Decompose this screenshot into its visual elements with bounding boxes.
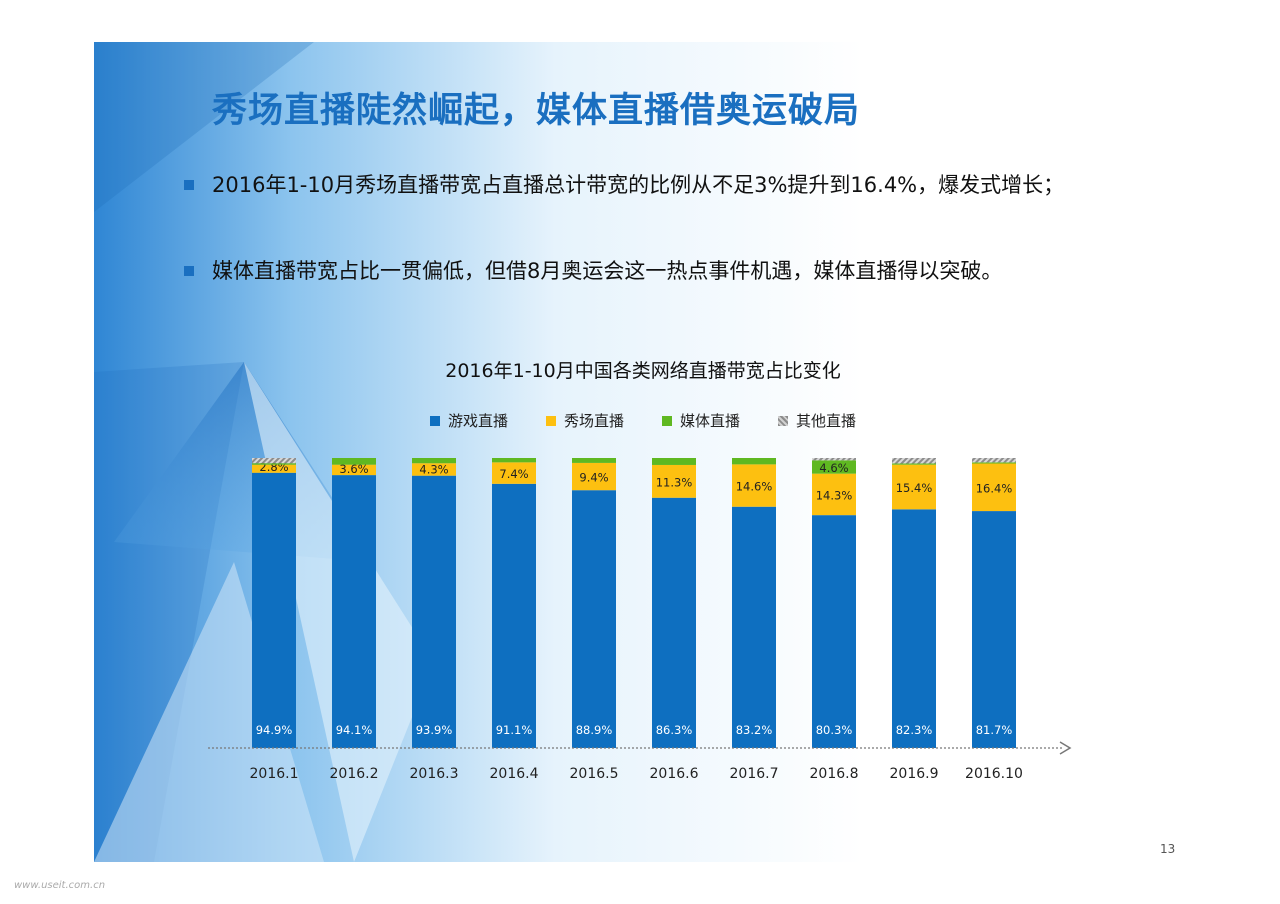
bar-segment-1-2016.8 xyxy=(812,515,856,748)
data-label-2-2016.4: 7.4% xyxy=(499,467,528,481)
x-axis-arrow-icon xyxy=(1059,741,1072,755)
data-label-1-2016.4: 91.1% xyxy=(496,723,533,737)
bullet-square-icon xyxy=(184,180,194,190)
bullet-item-2: 媒体直播带宽占比一贯偏低，但借8月奥运会这一热点事件机遇，媒体直播得以突破。 xyxy=(184,250,1164,296)
data-label-2-2016.2: 3.6% xyxy=(339,462,368,476)
bullet-text-1: 2016年1-10月秀场直播带宽占直播总计带宽的比例从不足3%提升到16.4%，… xyxy=(212,173,1065,197)
bar-segment-2-2016.5 xyxy=(572,462,616,491)
bar-segment-2-2016.9 xyxy=(892,464,936,510)
bar-segment-1-2016.3 xyxy=(412,475,456,748)
x-tick-label-2016.3: 2016.3 xyxy=(410,766,459,782)
chart-legend: 游戏直播 秀场直播 媒体直播 其他直播 xyxy=(94,410,1192,431)
x-tick-label-2016.7: 2016.7 xyxy=(730,766,779,782)
x-tick-label-2016.4: 2016.4 xyxy=(490,766,539,782)
bar-segment-1-2016.10 xyxy=(972,511,1016,748)
slide-title: 秀场直播陡然崛起，媒体直播借奥运破局 xyxy=(212,91,861,131)
bullet-text-2: 媒体直播带宽占比一贯偏低，但借8月奥运会这一热点事件机遇，媒体直播得以突破。 xyxy=(212,259,1003,283)
bar-segment-3-2016.2 xyxy=(332,458,376,465)
x-tick-label-2016.10: 2016.10 xyxy=(965,766,1023,782)
bar-segment-2-2016.2 xyxy=(332,464,376,476)
legend-label-other: 其他直播 xyxy=(796,412,857,430)
x-tick-label-2016.8: 2016.8 xyxy=(810,766,859,782)
bar-segment-2-2016.1 xyxy=(252,464,296,473)
legend-label-show: 秀场直播 xyxy=(563,412,624,430)
legend-swatch-media xyxy=(662,415,672,426)
bar-segment-1-2016.2 xyxy=(332,475,376,748)
bar-segment-3-2016.10 xyxy=(972,462,1016,464)
bar-segment-3-2016.7 xyxy=(732,458,776,465)
legend-item-other: 其他直播 xyxy=(778,410,856,431)
data-label-1-2016.7: 83.2% xyxy=(736,723,773,737)
bar-segment-4-2016.10 xyxy=(972,458,1016,463)
page-number: 13 xyxy=(1160,842,1176,856)
bar-segment-3-2016.9 xyxy=(892,463,936,465)
chart-title: 2016年1-10月中国各类网络直播带宽占比变化 xyxy=(445,360,841,382)
bar-segment-1-2016.6 xyxy=(652,497,696,748)
bar-segment-1-2016.7 xyxy=(732,506,776,748)
legend-item-game: 游戏直播 xyxy=(429,410,508,431)
x-tick-label-2016.1: 2016.1 xyxy=(250,766,299,782)
data-label-1-2016.10: 81.7% xyxy=(976,723,1013,737)
data-label-3-2016.8: 4.6% xyxy=(819,461,848,475)
x-tick-label-2016.2: 2016.2 xyxy=(330,766,379,782)
bar-segment-1-2016.5 xyxy=(572,490,616,748)
bar-segment-2-2016.8 xyxy=(812,473,856,516)
data-label-1-2016.9: 82.3% xyxy=(896,723,933,737)
x-tick-label-2016.6: 2016.6 xyxy=(650,766,699,782)
bar-segment-2-2016.4 xyxy=(492,462,536,484)
legend-item-show: 秀场直播 xyxy=(545,410,624,431)
data-label-2-2016.10: 16.4% xyxy=(976,481,1013,495)
data-label-1-2016.6: 86.3% xyxy=(656,723,693,737)
data-label-1-2016.3: 93.9% xyxy=(416,723,453,737)
bar-segment-3-2016.6 xyxy=(652,458,696,465)
data-label-2-2016.8: 14.3% xyxy=(816,488,853,502)
bar-segment-1-2016.1 xyxy=(252,472,296,748)
legend-swatch-game xyxy=(429,415,440,426)
slide: 秀场直播陡然崛起，媒体直播借奥运破局 2016年1-10月秀场直播带宽占直播总计… xyxy=(94,42,1192,862)
legend-label-game: 游戏直播 xyxy=(447,412,508,430)
bar-segment-4-2016.9 xyxy=(892,458,936,464)
x-tick-label-2016.9: 2016.9 xyxy=(890,766,939,782)
data-label-2-2016.9: 15.4% xyxy=(896,481,933,495)
data-label-2-2016.6: 11.3% xyxy=(656,475,693,489)
bar-segment-2-2016.10 xyxy=(972,463,1016,512)
data-label-2-2016.5: 9.4% xyxy=(579,471,608,485)
data-label-1-2016.5: 88.9% xyxy=(576,723,613,737)
data-label-1-2016.2: 94.1% xyxy=(336,723,373,737)
data-label-2-2016.7: 14.6% xyxy=(736,480,773,494)
x-tick-label-2016.5: 2016.5 xyxy=(570,766,619,782)
bar-segment-3-2016.5 xyxy=(572,458,616,463)
bar-segment-2-2016.7 xyxy=(732,464,776,507)
legend-label-media: 媒体直播 xyxy=(680,412,741,430)
bar-segment-2-2016.6 xyxy=(652,464,696,498)
bar-segment-3-2016.8 xyxy=(812,460,856,474)
data-label-1-2016.8: 80.3% xyxy=(816,723,853,737)
bar-segment-1-2016.9 xyxy=(892,509,936,748)
bullet-item-1: 2016年1-10月秀场直播带宽占直播总计带宽的比例从不足3%提升到16.4%，… xyxy=(184,164,1164,254)
watermark: www.useit.com.cn xyxy=(14,880,106,891)
bar-segment-3-2016.3 xyxy=(412,458,456,464)
bar-segment-4-2016.8 xyxy=(812,458,856,461)
legend-swatch-show xyxy=(545,415,556,426)
legend-item-media: 媒体直播 xyxy=(662,410,740,431)
bar-segment-3-2016.1 xyxy=(252,463,296,465)
bar-segment-4-2016.1 xyxy=(252,458,296,464)
stacked-bar-chart: 94.9%2.8%94.1%3.6%93.9%4.3%91.1%7.4%88.9… xyxy=(208,458,1072,782)
bar-segment-1-2016.4 xyxy=(492,483,536,748)
bar-segment-2-2016.3 xyxy=(412,463,456,476)
data-label-2-2016.3: 4.3% xyxy=(419,463,448,477)
data-label-1-2016.1: 94.9% xyxy=(256,723,293,737)
bar-segment-3-2016.4 xyxy=(492,458,536,463)
bullet-square-icon xyxy=(184,266,194,276)
legend-swatch-other xyxy=(778,415,789,426)
